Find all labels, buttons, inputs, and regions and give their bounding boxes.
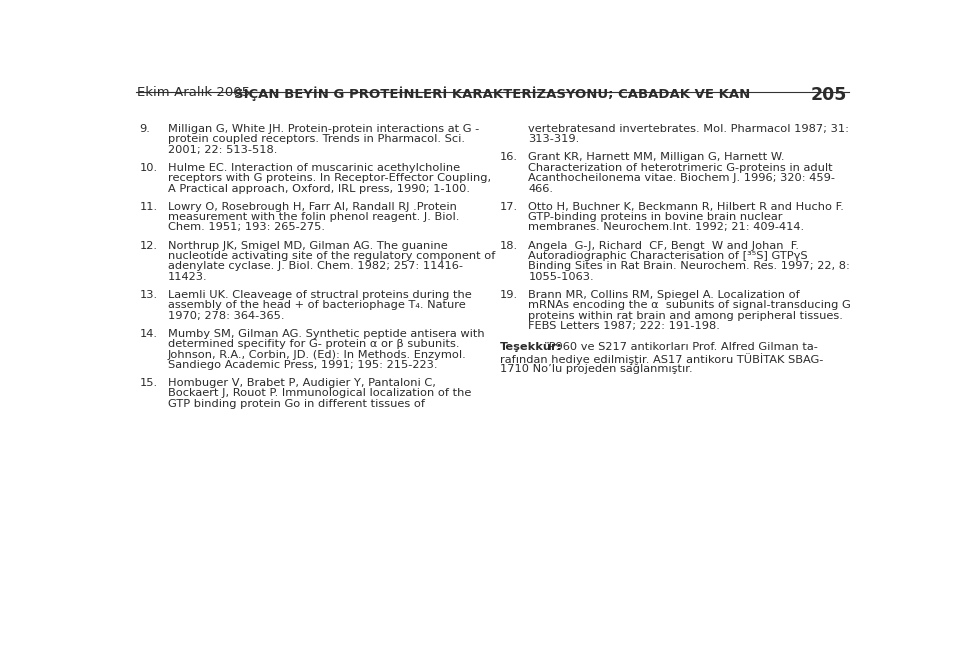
Text: Brann MR, Collins RM, Spiegel A. Localization of: Brann MR, Collins RM, Spiegel A. Localiz…	[528, 290, 801, 300]
Text: 205: 205	[810, 86, 847, 104]
Text: 11.: 11.	[139, 201, 157, 211]
Text: proteins within rat brain and among peripheral tissues.: proteins within rat brain and among peri…	[528, 311, 843, 321]
Text: Sandiego Academic Press, 1991; 195: 215-223.: Sandiego Academic Press, 1991; 195: 215-…	[168, 360, 438, 370]
Text: Grant KR, Harnett MM, Milligan G, Harnett W.: Grant KR, Harnett MM, Milligan G, Harnet…	[528, 153, 785, 163]
Text: nucleotide activating site of the regulatory component of: nucleotide activating site of the regula…	[168, 251, 495, 261]
Text: Ekim-Aralık 2005: Ekim-Aralık 2005	[137, 86, 251, 99]
Text: adenylate cyclase. J. Biol. Chem. 1982; 257: 11416-: adenylate cyclase. J. Biol. Chem. 1982; …	[168, 261, 463, 271]
Text: Hombuger V, Brabet P, Audigier Y, Pantaloni C,: Hombuger V, Brabet P, Audigier Y, Pantal…	[168, 378, 436, 388]
Text: FEBS Letters 1987; 222: 191-198.: FEBS Letters 1987; 222: 191-198.	[528, 321, 720, 331]
Text: membranes. Neurochem.Int. 1992; 21: 409-414.: membranes. Neurochem.Int. 1992; 21: 409-…	[528, 223, 804, 233]
Text: Chem. 1951; 193: 265-275.: Chem. 1951; 193: 265-275.	[168, 223, 325, 233]
Text: Bockaert J, Rouot P. Immunological localization of the: Bockaert J, Rouot P. Immunological local…	[168, 388, 471, 398]
Text: 1970; 278: 364-365.: 1970; 278: 364-365.	[168, 311, 284, 321]
Text: 466.: 466.	[528, 183, 553, 193]
Text: Milligan G, White JH. Protein-protein interactions at G -: Milligan G, White JH. Protein-protein in…	[168, 124, 479, 134]
Text: Hulme EC. Interaction of muscarinic acethylcholine: Hulme EC. Interaction of muscarinic acet…	[168, 163, 460, 173]
Text: 16.: 16.	[500, 153, 517, 163]
Text: 11423.: 11423.	[168, 271, 207, 281]
Text: protein coupled receptors. Trends in Pharmacol. Sci.: protein coupled receptors. Trends in Pha…	[168, 134, 465, 144]
Text: GTP-binding proteins in bovine brain nuclear: GTP-binding proteins in bovine brain nuc…	[528, 212, 783, 222]
Text: 14.: 14.	[139, 329, 157, 339]
Text: Johnson, R.A., Corbin, JD. (Ed): In Methods. Enzymol.: Johnson, R.A., Corbin, JD. (Ed): In Meth…	[168, 350, 467, 360]
Text: A Practical approach, Oxford, IRL press, 1990; 1-100.: A Practical approach, Oxford, IRL press,…	[168, 183, 470, 193]
Text: Acanthocheilonema vitae. Biochem J. 1996; 320: 459-: Acanthocheilonema vitae. Biochem J. 1996…	[528, 173, 835, 183]
Text: assembly of the head + of bacteriophage T₄. Nature: assembly of the head + of bacteriophage …	[168, 300, 466, 310]
Text: 1055-1063.: 1055-1063.	[528, 271, 594, 281]
Text: Otto H, Buchner K, Beckmann R, Hilbert R and Hucho F.: Otto H, Buchner K, Beckmann R, Hilbert R…	[528, 201, 844, 211]
Text: 10.: 10.	[139, 163, 157, 173]
Text: 19.: 19.	[500, 290, 517, 300]
Text: rafından hediye edilmiştir. AS17 antikoru TÜBİTAK SBAG-: rafından hediye edilmiştir. AS17 antikor…	[500, 353, 823, 365]
Text: Characterization of heterotrimeric G-proteins in adult: Characterization of heterotrimeric G-pro…	[528, 163, 833, 173]
Text: 15.: 15.	[139, 378, 157, 388]
Text: SIÇAN BEYİN G PROTEİNLERİ KARAKTERİZASYONU; CABADAK VE KAN: SIÇAN BEYİN G PROTEİNLERİ KARAKTERİZASYO…	[234, 86, 750, 101]
Text: receptors with G proteins. In Receptor-Effector Coupling,: receptors with G proteins. In Receptor-E…	[168, 173, 492, 183]
Text: 1710 No’lu projeden sağlanmıştır.: 1710 No’lu projeden sağlanmıştır.	[500, 363, 692, 374]
Text: Lowry O, Rosebrough H, Farr Al, Randall RJ .Protein: Lowry O, Rosebrough H, Farr Al, Randall …	[168, 201, 457, 211]
Text: vertebratesand invertebrates. Mol. Pharmacol 1987; 31:: vertebratesand invertebrates. Mol. Pharm…	[528, 124, 850, 134]
Text: Mumby SM, Gilman AG. Synthetic peptide antisera with: Mumby SM, Gilman AG. Synthetic peptide a…	[168, 329, 485, 339]
Text: 12.: 12.	[139, 241, 157, 251]
Text: GTP binding protein Go in different tissues of: GTP binding protein Go in different tiss…	[168, 399, 425, 409]
Text: 313-319.: 313-319.	[528, 134, 580, 144]
Text: mRNAs encoding the α  subunits of signal-transducing G: mRNAs encoding the α subunits of signal-…	[528, 300, 852, 310]
Text: 17.: 17.	[500, 201, 517, 211]
Text: Northrup JK, Smigel MD, Gilman AG. The guanine: Northrup JK, Smigel MD, Gilman AG. The g…	[168, 241, 447, 251]
Text: Laemli UK. Cleaveage of structral proteins during the: Laemli UK. Cleaveage of structral protei…	[168, 290, 471, 300]
Text: 2001; 22: 513-518.: 2001; 22: 513-518.	[168, 145, 277, 155]
Text: Binding Sites in Rat Brain. Neurochem. Res. 1997; 22, 8:: Binding Sites in Rat Brain. Neurochem. R…	[528, 261, 851, 271]
Text: 18.: 18.	[500, 241, 517, 251]
Text: measurement with the folin phenol reagent. J. Biol.: measurement with the folin phenol reagen…	[168, 212, 460, 222]
Text: 9.: 9.	[139, 124, 151, 134]
Text: Angela  G-J, Richard  CF, Bengt  W and Johan  F.: Angela G-J, Richard CF, Bengt W and Joha…	[528, 241, 800, 251]
Text: Teşekkür:: Teşekkür:	[500, 342, 563, 352]
Text: P960 ve S217 antikorları Prof. Alfred Gilman ta-: P960 ve S217 antikorları Prof. Alfred Gi…	[544, 342, 818, 352]
Text: 13.: 13.	[139, 290, 157, 300]
Text: determined specifity for G- protein α or β subunits.: determined specifity for G- protein α or…	[168, 339, 460, 349]
Text: Autoradiographic Characterisation of [³⁵S] GTPγS: Autoradiographic Characterisation of [³⁵…	[528, 251, 808, 261]
